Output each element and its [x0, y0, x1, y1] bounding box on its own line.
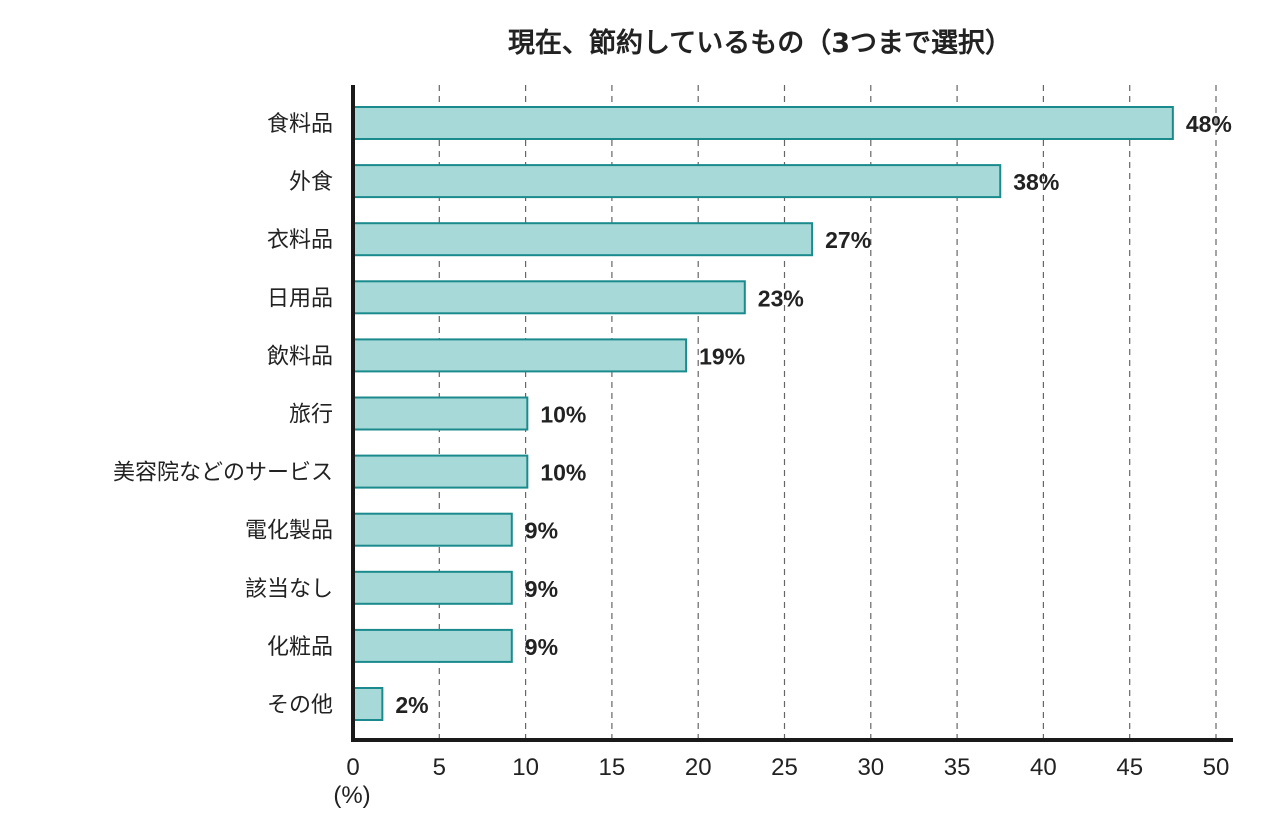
- category-label: 美容院などのサービス: [113, 461, 333, 486]
- x-tick-label: 0: [346, 754, 359, 781]
- data-label: 48%: [1186, 111, 1232, 137]
- category-label: 旅行: [289, 403, 333, 428]
- data-label: 27%: [825, 227, 871, 253]
- category-label: 飲料品: [267, 344, 333, 369]
- bar: [352, 687, 384, 721]
- bar: [352, 570, 513, 605]
- data-label: 9%: [525, 576, 558, 602]
- x-tick-label: 50: [1203, 754, 1230, 781]
- bar: [352, 338, 688, 373]
- category-label: 電化製品: [245, 519, 333, 544]
- category-label: 化粧品: [267, 635, 333, 660]
- chart-title: 現在、節約しているもの（3つまで選択）: [508, 27, 1012, 59]
- bar: [352, 628, 513, 663]
- data-label: 19%: [699, 343, 745, 369]
- bar: [352, 164, 1002, 199]
- x-tick-label: 30: [857, 754, 884, 781]
- data-label: 9%: [525, 518, 558, 544]
- bar: [352, 396, 529, 431]
- bar: [352, 454, 529, 489]
- category-label: 該当なし: [245, 577, 333, 602]
- bar: [352, 222, 814, 257]
- category-label: 食料品: [267, 112, 333, 137]
- bar: [352, 512, 513, 547]
- data-label: 9%: [525, 634, 558, 660]
- x-tick-label: 15: [599, 754, 626, 781]
- data-label: 2%: [395, 692, 428, 718]
- category-label: 日用品: [267, 286, 333, 311]
- bar: [352, 106, 1174, 140]
- x-tick-label: 45: [1116, 754, 1143, 781]
- x-axis-unit-label: (%): [333, 782, 370, 809]
- x-tick-label: 40: [1030, 754, 1057, 781]
- data-label: 10%: [540, 460, 586, 486]
- bar: [352, 280, 746, 315]
- data-label: 23%: [758, 285, 804, 311]
- x-tick-label: 20: [685, 754, 712, 781]
- data-label: 38%: [1013, 169, 1059, 195]
- x-tick-label: 25: [771, 754, 798, 781]
- x-tick-label: 35: [944, 754, 971, 781]
- category-label: 外食: [289, 170, 333, 195]
- x-tick-label: 5: [433, 754, 446, 781]
- category-label: 衣料品: [267, 228, 333, 253]
- data-label: 10%: [540, 402, 586, 428]
- category-label: その他: [267, 693, 333, 718]
- x-tick-label: 10: [512, 754, 539, 781]
